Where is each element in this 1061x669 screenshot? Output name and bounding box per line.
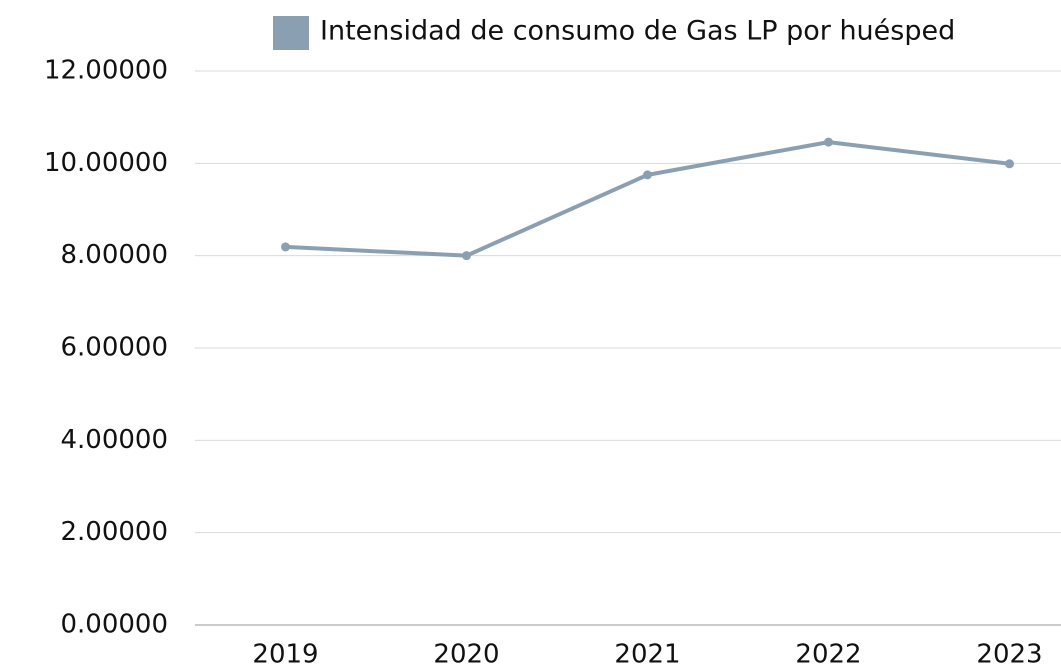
x-tick-label: 2021 xyxy=(614,640,680,669)
y-tick-label: 10.00000 xyxy=(44,148,168,178)
y-tick-label: 8.00000 xyxy=(60,240,168,270)
y-tick-label: 0.00000 xyxy=(60,610,168,640)
x-tick-label: 2023 xyxy=(976,640,1042,669)
y-tick-label: 2.00000 xyxy=(60,517,168,547)
legend-label: Intensidad de consumo de Gas LP por hués… xyxy=(320,16,955,47)
data-point xyxy=(824,137,833,147)
x-tick-label: 2022 xyxy=(795,640,861,669)
y-tick-label: 12.00000 xyxy=(44,56,168,86)
legend-swatch xyxy=(273,16,309,50)
x-tick-label: 2020 xyxy=(433,640,499,669)
y-tick-label: 6.00000 xyxy=(60,333,168,363)
data-point xyxy=(1005,159,1014,169)
data-point xyxy=(643,170,652,180)
x-tick-label: 2019 xyxy=(252,640,318,669)
line-series xyxy=(285,140,1010,258)
data-point xyxy=(462,251,471,261)
data-point xyxy=(281,242,290,252)
y-tick-label: 4.00000 xyxy=(60,425,168,455)
